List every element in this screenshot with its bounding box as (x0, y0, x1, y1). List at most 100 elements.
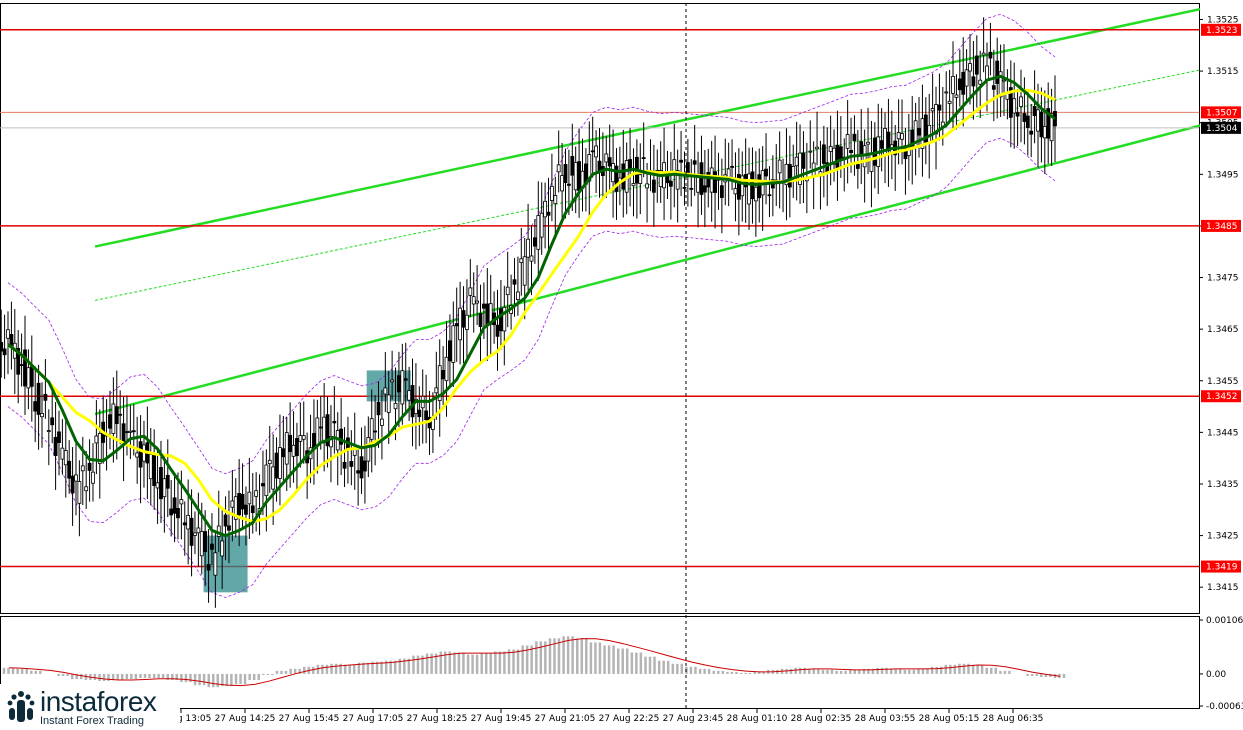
candle-body (719, 185, 724, 198)
candle-body (1002, 79, 1006, 82)
candle-body (318, 426, 323, 429)
candle-body (43, 393, 48, 401)
candle-body (532, 237, 537, 247)
candle-body (764, 168, 768, 177)
candle-body (332, 420, 337, 424)
candle-body (295, 438, 299, 456)
candle-body (968, 63, 972, 72)
candle-body (794, 156, 799, 167)
candle-body (230, 500, 235, 508)
candle-body (512, 279, 517, 285)
x-tick-label: 28 Aug 03:55 (855, 714, 916, 724)
candle-body (172, 497, 177, 514)
candle-body (19, 364, 24, 366)
candle-body (91, 471, 95, 484)
candle-body (271, 466, 276, 490)
candle-body (189, 517, 194, 546)
candle-body (981, 52, 986, 56)
candle-body (641, 157, 646, 159)
candle-body (590, 150, 595, 153)
candle-body (369, 418, 374, 440)
candle-body (240, 493, 245, 510)
slow-moving-average (7, 88, 1056, 524)
price-label-box (1201, 219, 1241, 232)
candle-body (281, 448, 286, 458)
osc-tick-label: 0.00 (1206, 670, 1226, 680)
candle-body (247, 491, 252, 505)
candle-body (1049, 113, 1054, 142)
candle-body (539, 212, 544, 238)
candle-body (566, 183, 571, 186)
candle-body (176, 508, 180, 519)
instaforex-logo: instaforex Instant Forex Trading (0, 684, 180, 730)
candle-body (944, 91, 949, 94)
candle-body (607, 157, 612, 167)
candle-body (50, 417, 55, 426)
candle-body (366, 437, 371, 462)
candle-body (33, 401, 38, 412)
candle-body (879, 140, 884, 149)
candle-body (988, 51, 993, 59)
candle-body (631, 183, 636, 187)
candle-body (485, 303, 490, 326)
candle-body (845, 134, 850, 149)
y-tick-label: 1.3415 (1207, 583, 1239, 593)
candle-body (971, 76, 976, 87)
candle-body (570, 155, 575, 176)
candle-body (138, 441, 143, 468)
candle-body (437, 365, 442, 402)
candle-body (227, 525, 231, 531)
candle-body (322, 416, 327, 444)
candle-body (529, 255, 534, 262)
channel-lower (94, 124, 1201, 416)
candle-body (87, 462, 92, 471)
candle-body (434, 387, 439, 394)
candle-body (363, 460, 367, 472)
candle-body (577, 161, 581, 191)
candle-body (135, 452, 140, 458)
candle-body (546, 211, 551, 216)
candle-body (237, 493, 242, 516)
fast-moving-average (7, 74, 1056, 538)
candle-body (516, 291, 520, 300)
candle-body (267, 459, 272, 465)
candle-body (16, 348, 21, 375)
candle-body (978, 79, 983, 85)
candle-body (454, 323, 459, 327)
candle-body (261, 483, 265, 487)
candle-body (461, 310, 466, 328)
candle-body (1019, 96, 1023, 107)
candle-body (359, 456, 364, 479)
candle-body (407, 390, 412, 401)
candle-body (193, 532, 197, 536)
candle-body (1036, 109, 1040, 132)
candle-body (264, 464, 269, 497)
candle-body (250, 505, 255, 513)
candle-body (709, 167, 714, 193)
candle-body (801, 152, 806, 169)
price-label: 1.3504 (1206, 124, 1238, 134)
candle-body (199, 531, 204, 557)
candle-body (213, 552, 218, 576)
candle-body (573, 162, 578, 191)
candle-body (699, 162, 704, 195)
candle-body (40, 413, 44, 418)
candle-body (859, 141, 864, 155)
candle-body (329, 435, 333, 448)
candle-body (94, 435, 99, 444)
candle-body (165, 474, 170, 489)
oscillator-signal (8, 638, 1061, 687)
candle-body (373, 430, 378, 433)
candle-body (964, 69, 969, 87)
candle-body (53, 436, 58, 456)
candle-body (1032, 106, 1037, 116)
candle-body (26, 367, 31, 389)
candle-body (1042, 125, 1047, 139)
candle-body (397, 375, 401, 393)
x-tick-label: 27 Aug 13:05 (151, 714, 212, 724)
candle-body (70, 475, 75, 494)
candle-body (342, 461, 347, 469)
candle-body (638, 174, 643, 184)
candle-body (519, 258, 524, 263)
